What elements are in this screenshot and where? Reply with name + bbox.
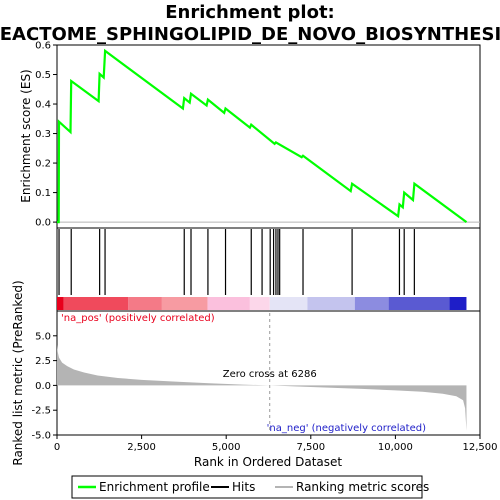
colorbar-segment xyxy=(57,297,64,310)
hit-markers xyxy=(58,229,415,295)
colorbar-segment xyxy=(307,297,355,310)
ranked-metric-area xyxy=(57,344,467,431)
colorbar-segment xyxy=(269,297,308,310)
enrichment-y-tick-label: 0.5 xyxy=(35,70,51,81)
metric-y-tick-label: -5.0 xyxy=(31,431,51,442)
metric-y-tick-label: -2.5 xyxy=(31,406,51,417)
metric-x-tick-label: 7,500 xyxy=(296,442,325,453)
enrichment-y-axis: 0.0 0.1 0.2 0.3 0.4 0.5 0.6 xyxy=(35,41,57,229)
metric-x-axis-label: Rank in Ordered Dataset xyxy=(194,455,342,469)
enrichment-plot-frame xyxy=(56,44,481,229)
colorbar-segment xyxy=(128,297,162,310)
metric-x-tick-label: 12,500 xyxy=(463,442,498,453)
metric-y-axis: -5.0 -2.5 0.0 2.5 5.0 xyxy=(31,331,57,442)
legend-enrichment-label: Enrichment profile xyxy=(99,480,210,494)
enrichment-y-tick-label: 0.2 xyxy=(35,159,51,170)
zero-cross-label: Zero cross at 6286 xyxy=(223,369,317,380)
positive-correlation-label: 'na_pos' (positively correlated) xyxy=(61,313,215,324)
enrichment-y-axis-label: Enrichment score (ES) xyxy=(19,69,33,202)
enrichment-y-tick-label: 0.6 xyxy=(35,41,51,52)
colorbar-segment xyxy=(449,297,467,310)
metric-x-axis: 0 2,500 5,000 7,500 10,000 12,500 xyxy=(54,435,498,453)
metric-x-tick-label: 2,500 xyxy=(127,442,156,453)
enrichment-profile-line xyxy=(57,48,468,224)
metric-x-tick-label: 0 xyxy=(54,442,60,453)
enrichment-score-panel: 0.0 0.1 0.2 0.3 0.4 0.5 0.6 Enrichment score (… xyxy=(19,41,481,229)
chart-title-line2: REACTOME_SPHINGOLIPID_DE_NOVO_BIOSYNTHES… xyxy=(0,24,500,45)
colorbar-segment xyxy=(63,297,129,310)
legend-frame xyxy=(71,475,423,499)
colorbar-segment xyxy=(207,297,250,310)
metric-y-tick-label: 2.5 xyxy=(35,356,51,367)
enrichment-y-tick-label: 0.3 xyxy=(35,129,51,140)
legend-hits-label: Hits xyxy=(232,480,255,494)
hits-panel xyxy=(56,227,481,312)
colorbar-segment xyxy=(388,297,450,310)
chart-title-line1: Enrichment plot: xyxy=(165,2,335,23)
legend: Enrichment profile Hits Ranking metric s… xyxy=(71,475,429,499)
rank-colorbar xyxy=(57,297,467,310)
negative-correlation-label: 'na_neg' (negatively correlated) xyxy=(267,423,426,434)
colorbar-segment xyxy=(354,297,389,310)
legend-metric-label: Ranking metric scores xyxy=(296,480,429,494)
colorbar-segment xyxy=(161,297,208,310)
metric-x-tick-label: 5,000 xyxy=(212,442,241,453)
enrichment-y-tick-label: 0.4 xyxy=(35,100,51,111)
metric-y-axis-label: Ranked list metric (PreRanked) xyxy=(11,280,25,465)
colorbar-segment xyxy=(249,297,270,310)
ranked-metric-frame xyxy=(56,310,481,436)
ranked-metric-panel: Zero cross at 6286 'na_pos' (positively … xyxy=(11,280,498,469)
metric-y-tick-label: 5.0 xyxy=(35,331,51,342)
enrichment-y-tick-label: 0.1 xyxy=(35,188,51,199)
enrichment-y-tick-label: 0.0 xyxy=(35,218,51,229)
metric-x-tick-label: 10,000 xyxy=(378,442,413,453)
metric-y-tick-label: 0.0 xyxy=(35,381,51,392)
